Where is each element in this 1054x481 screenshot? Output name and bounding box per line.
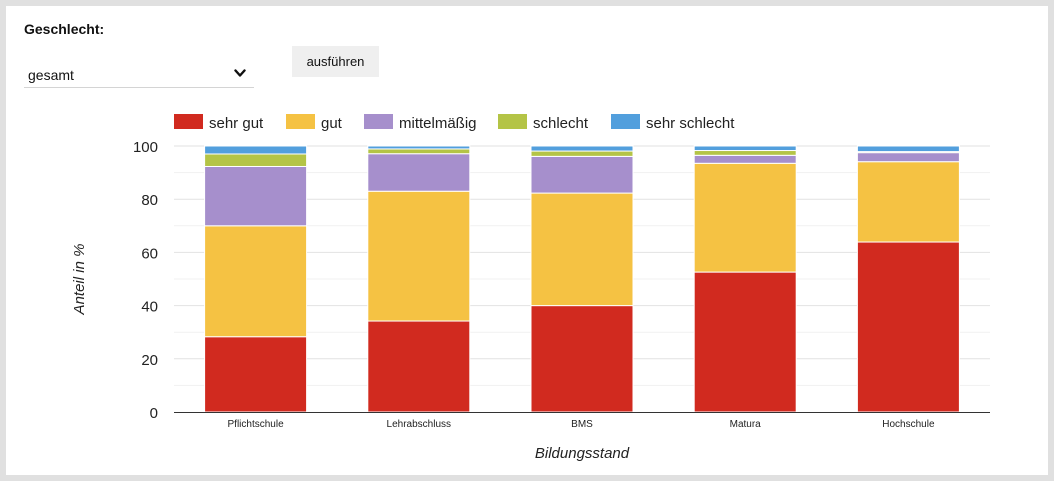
- bar-segment: [204, 336, 308, 413]
- legend-label: mittelmäßig: [399, 115, 477, 132]
- x-tick-label: Lehrabschluss: [387, 419, 451, 430]
- y-tick-label: 0: [150, 405, 158, 422]
- y-tick-label: 100: [133, 139, 158, 156]
- x-axis-title: Bildungsstand: [535, 445, 630, 462]
- legend-swatch: [498, 114, 527, 129]
- chart-panel: Geschlecht: gesamt ausführen 0 20 40 60 80 10…: [6, 6, 1048, 475]
- bar-segment: [204, 165, 308, 227]
- legend-swatch: [364, 114, 393, 129]
- legend-swatch: [611, 114, 640, 129]
- legend-label: sehr gut: [209, 115, 264, 132]
- bar-segment: [856, 145, 960, 153]
- bar-segment: [530, 192, 634, 307]
- y-tick-label: 80: [141, 192, 158, 209]
- x-tick-label: BMS: [571, 419, 593, 430]
- bar-segment: [204, 145, 308, 155]
- x-tick-label: Matura: [730, 419, 762, 430]
- gender-select-value: gesamt: [28, 67, 74, 83]
- stacked-bar-chart: 0 20 40 60 80 100 Pflichtschule Lehrabschluss BM…: [71, 114, 990, 462]
- bar-segment: [856, 152, 960, 163]
- bar-segment: [204, 153, 308, 167]
- y-tick-label: 40: [141, 299, 158, 316]
- legend-label: sehr schlecht: [646, 115, 735, 132]
- bar-segment: [530, 145, 634, 152]
- chevron-down-icon: [234, 69, 246, 77]
- gender-filter-label: Geschlecht:: [24, 21, 105, 37]
- bar-segment: [693, 162, 797, 273]
- y-axis-title: Anteil in %: [71, 244, 88, 316]
- y-tick-label: 60: [141, 245, 158, 262]
- bar-segment: [367, 148, 471, 155]
- bar-segment: [693, 271, 797, 413]
- bar-segment: [367, 153, 471, 192]
- y-tick-label: 20: [141, 352, 158, 369]
- bar-segment: [856, 161, 960, 243]
- bar-segment: [856, 241, 960, 413]
- legend-label: gut: [321, 115, 343, 132]
- bar-segment: [693, 145, 797, 152]
- legend-swatch: [286, 114, 315, 129]
- x-tick-label: Hochschule: [882, 419, 935, 430]
- run-button[interactable]: ausführen: [292, 46, 379, 77]
- legend-label: schlecht: [533, 115, 589, 132]
- x-tick-label: Pflichtschule: [228, 419, 285, 430]
- bar-segment: [367, 190, 471, 322]
- bar-segment: [530, 150, 634, 157]
- bar-segment: [530, 155, 634, 194]
- bar-segment: [204, 225, 308, 338]
- bar-segment: [693, 154, 797, 164]
- bar-segment: [693, 150, 797, 156]
- gender-select[interactable]: gesamt: [24, 58, 254, 88]
- legend-swatch: [174, 114, 203, 129]
- bar-segment: [367, 145, 471, 150]
- bar-segment: [530, 305, 634, 413]
- bar-segment: [367, 320, 471, 413]
